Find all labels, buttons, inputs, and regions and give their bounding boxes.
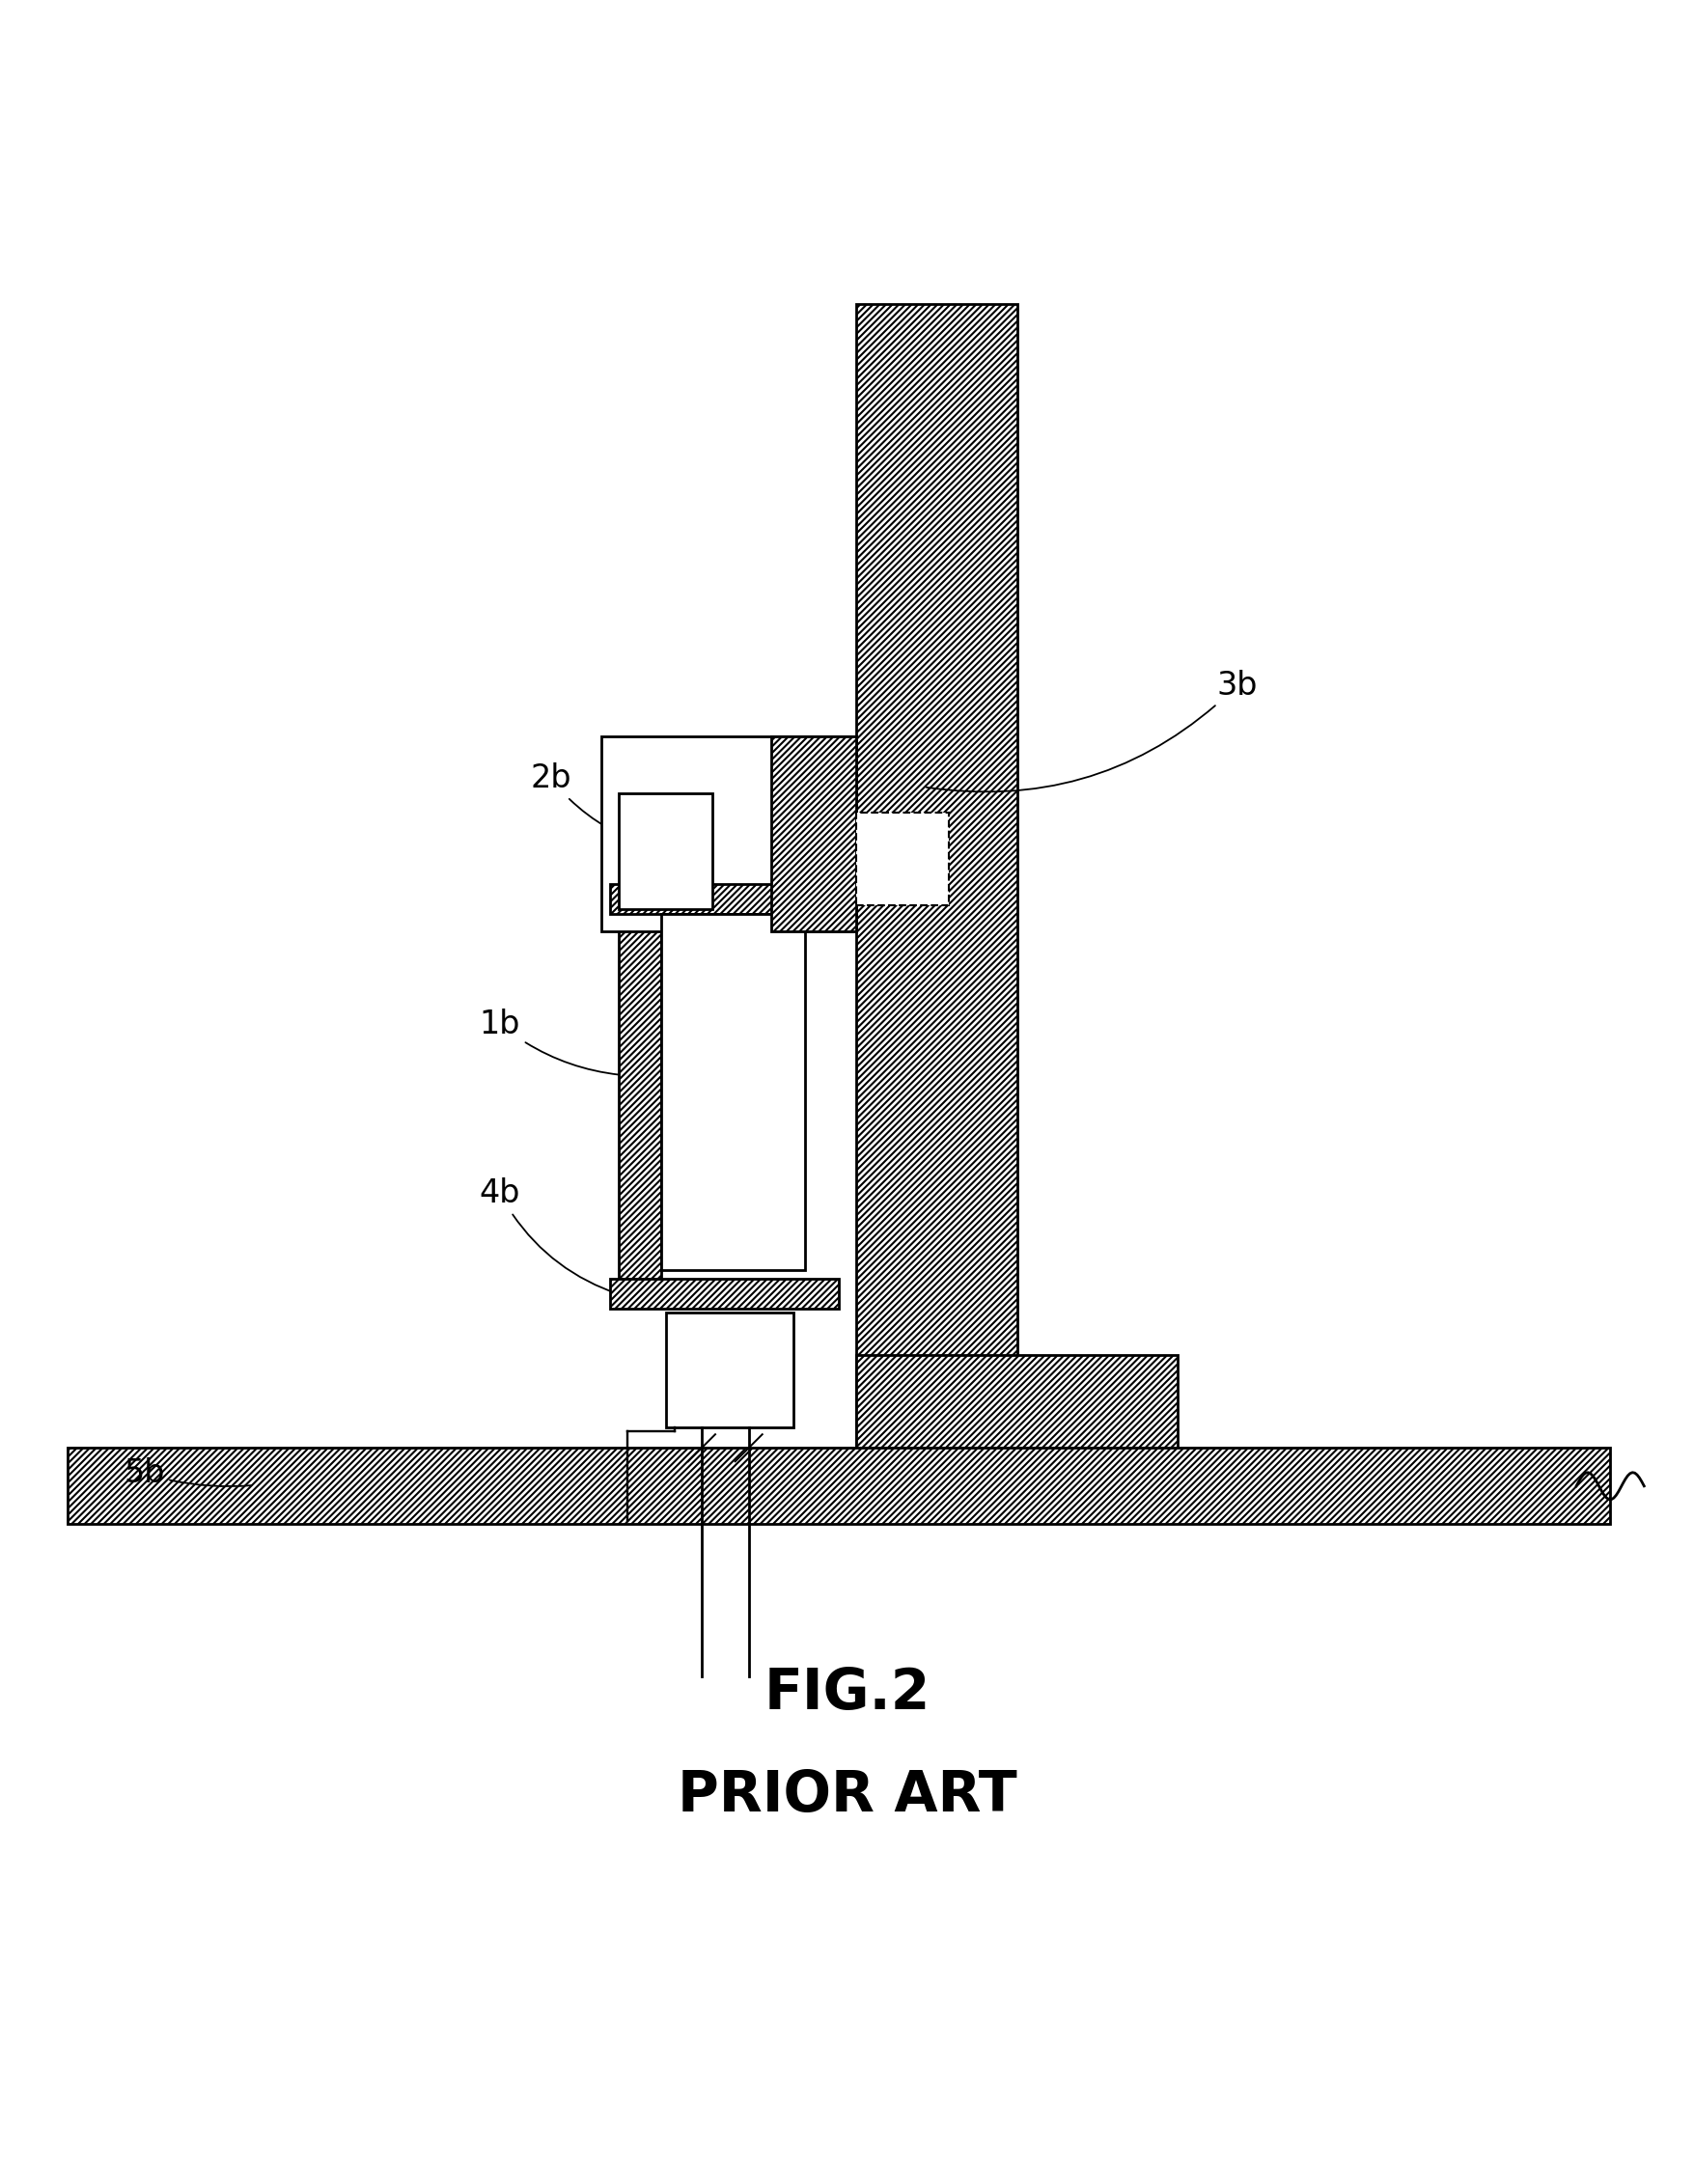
- Text: 3b: 3b: [927, 668, 1257, 793]
- Bar: [610, 885, 839, 915]
- Text: PRIOR ART: PRIOR ART: [678, 1767, 1016, 1824]
- Bar: [855, 812, 949, 906]
- Bar: [601, 736, 855, 930]
- Bar: [618, 906, 661, 1278]
- Bar: [855, 304, 1016, 1465]
- Text: 1b: 1b: [479, 1009, 618, 1075]
- Bar: [68, 1448, 1609, 1524]
- Bar: [771, 736, 855, 930]
- Text: FIG.2: FIG.2: [764, 1666, 930, 1721]
- Text: 2b: 2b: [530, 762, 608, 828]
- Bar: [855, 1354, 1177, 1465]
- Bar: [610, 1278, 839, 1308]
- Bar: [666, 1313, 793, 1428]
- Text: 4b: 4b: [479, 1177, 618, 1295]
- Bar: [661, 915, 805, 1269]
- Text: 5b: 5b: [124, 1457, 251, 1489]
- Bar: [618, 793, 711, 909]
